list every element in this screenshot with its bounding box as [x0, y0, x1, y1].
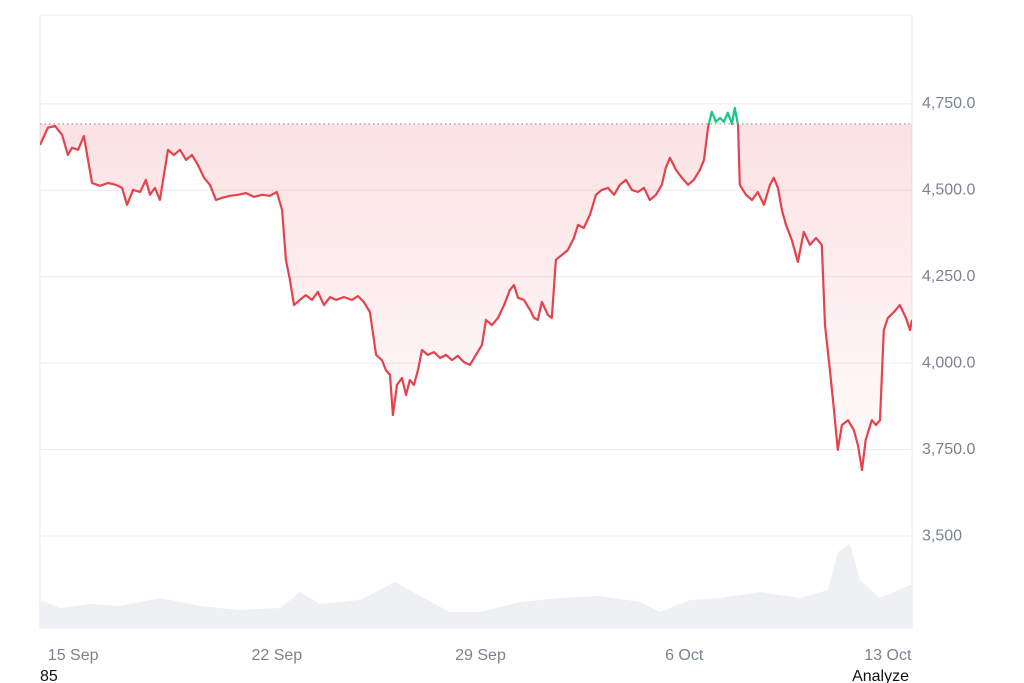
- y-tick-label: 4,000.0: [922, 354, 975, 371]
- x-tick-label: 15 Sep: [48, 647, 99, 664]
- volume-area: [40, 544, 912, 628]
- price-line-down: [40, 123, 912, 472]
- y-tick-label: 4,250.0: [922, 268, 975, 285]
- footer-right[interactable]: Analyze: [852, 668, 909, 683]
- footer-left: 85: [40, 668, 58, 683]
- y-tick-label: 4,750.0: [922, 95, 975, 112]
- x-tick-label: 13 Oct: [864, 647, 912, 664]
- x-tick-label: 29 Sep: [455, 647, 506, 664]
- y-tick-label: 4,500.0: [922, 182, 975, 199]
- x-tick-label: 6 Oct: [665, 647, 704, 664]
- area-fill: [40, 123, 912, 470]
- y-tick-label: 3,500: [922, 527, 962, 544]
- x-tick-label: 22 Sep: [251, 647, 302, 664]
- y-tick-label: 3,750.0: [922, 441, 975, 458]
